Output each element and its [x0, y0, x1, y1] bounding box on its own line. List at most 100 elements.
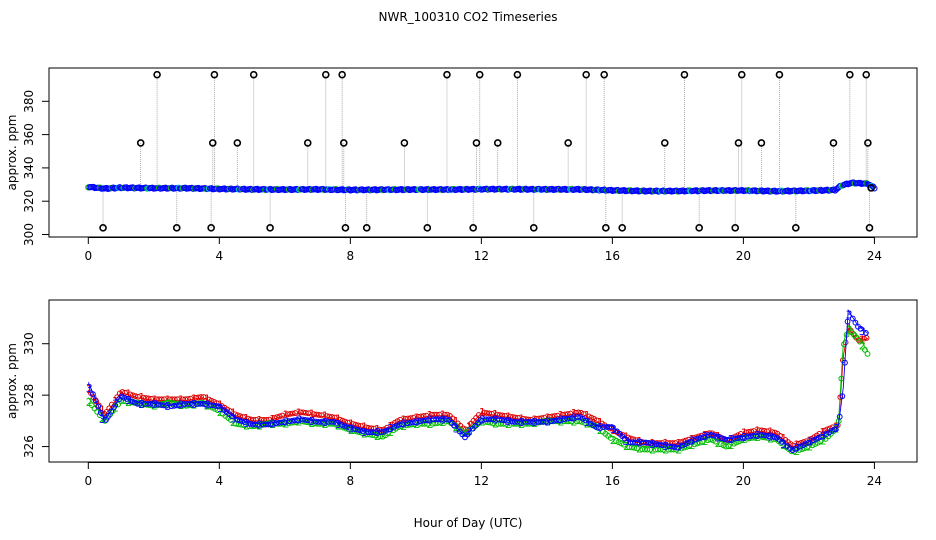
series-marker: 3 [217, 402, 224, 415]
series-marker: 3 [86, 382, 93, 395]
series-point [344, 424, 350, 430]
series-marker: 3 [819, 429, 826, 442]
series-point [287, 410, 293, 417]
series-point [346, 424, 353, 431]
series-marker: 3 [597, 421, 604, 434]
series-point [186, 400, 193, 407]
series-marker: 1 [178, 393, 185, 406]
series-point [634, 445, 640, 452]
series-marker: 3 [544, 416, 551, 429]
series-point [862, 346, 868, 353]
x-tick-label: 8 [347, 474, 355, 488]
series-point [483, 410, 490, 416]
series-marker: 2 [780, 439, 787, 452]
baseline-point [830, 186, 837, 193]
series-point [556, 417, 563, 423]
series-marker: 1 [610, 424, 617, 437]
series-marker: 3 [453, 423, 460, 436]
series-point [396, 421, 403, 428]
series-marker: 3 [557, 413, 564, 426]
series-marker: 3 [335, 418, 342, 431]
series-line [87, 308, 869, 450]
series-marker: 3 [309, 415, 316, 428]
series-marker: 2 [793, 445, 800, 458]
spike-point [792, 224, 800, 232]
series-point [305, 410, 312, 417]
series-marker: 1 [571, 407, 578, 420]
series-point [863, 329, 869, 336]
series-point [769, 429, 776, 436]
series-point [632, 439, 639, 446]
series-point [103, 416, 109, 423]
series-point [543, 418, 550, 425]
series-marker: 3 [702, 430, 709, 443]
series-point [849, 315, 856, 322]
series-marker: 3 [518, 416, 525, 429]
series-point [451, 422, 458, 429]
series-point [284, 411, 291, 418]
series-point [234, 416, 240, 423]
series-point [158, 402, 164, 408]
series-marker: 3 [413, 416, 420, 429]
series-marker: 3 [204, 399, 211, 412]
series-point [644, 446, 651, 453]
series-point [422, 417, 429, 424]
series-marker: 1 [466, 421, 473, 434]
series-point [666, 443, 673, 450]
series-point [488, 416, 495, 423]
spike-point [602, 224, 610, 232]
series-point [551, 417, 557, 424]
spike-point [618, 224, 627, 232]
series-point [129, 392, 136, 399]
series-marker: 2 [86, 396, 93, 409]
spike-point [469, 224, 477, 232]
series-point [336, 416, 343, 423]
spike-point [513, 70, 522, 79]
series-marker: 3 [322, 416, 329, 429]
series-point [792, 446, 799, 452]
series-point [723, 443, 729, 450]
series-marker: 3 [688, 434, 695, 447]
series-marker: 1 [544, 411, 551, 424]
series-marker: 1 [335, 413, 342, 426]
series-point [409, 419, 416, 426]
series-point [856, 338, 863, 345]
series-marker: 3 [846, 308, 853, 321]
series-point [750, 432, 757, 439]
series-marker: 3 [780, 438, 787, 451]
series-point [168, 403, 175, 410]
series-point [836, 413, 843, 420]
series-marker: 1 [518, 412, 525, 425]
series-point [713, 433, 720, 440]
series-point [318, 412, 325, 419]
series-marker: 1 [440, 409, 447, 422]
series-point [501, 417, 508, 424]
series-marker: 2 [99, 412, 106, 425]
spike-point [423, 224, 432, 232]
spike-point [737, 70, 746, 79]
series-marker: 3 [492, 413, 499, 426]
spike-point [136, 139, 145, 147]
series-marker: 3 [99, 413, 106, 426]
spike-point [734, 139, 743, 147]
spike-point [862, 70, 871, 79]
series-marker: 3 [728, 433, 735, 446]
series-marker: 3 [767, 431, 774, 444]
series-point [291, 417, 298, 424]
series-marker: 3 [715, 431, 722, 444]
series-point [236, 417, 243, 424]
series-point [160, 402, 167, 409]
series-point [192, 394, 199, 401]
series-point [441, 411, 448, 418]
series-point [302, 409, 309, 416]
series-point [507, 413, 514, 420]
spike-point [660, 139, 669, 147]
series-marker: 2 [859, 340, 866, 353]
series-marker: 3 [374, 426, 381, 439]
series-point [711, 432, 717, 439]
y-axis-label: approx. ppm [5, 115, 19, 191]
series-point [399, 421, 406, 427]
series-point [504, 417, 510, 424]
series-point [564, 415, 571, 422]
series-marker: 3 [662, 440, 669, 453]
